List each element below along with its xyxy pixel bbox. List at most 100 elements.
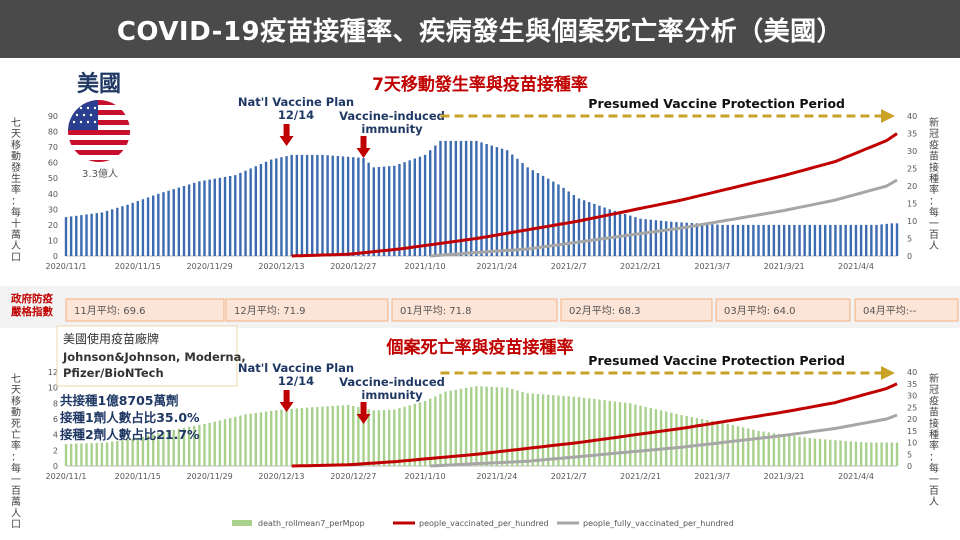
y-right-tick-label: 10: [907, 217, 917, 226]
bar: [357, 407, 360, 466]
bar: [141, 199, 145, 256]
bar: [690, 223, 694, 256]
bar: [557, 395, 560, 466]
strictness-index-band: 政府防疫嚴格指數 11月平均: 69.6 12月平均: 71.9 01月平均: 71.…: [0, 286, 960, 328]
bar: [116, 440, 119, 466]
bar: [295, 408, 299, 466]
bar: [187, 426, 191, 466]
bar: [552, 395, 555, 466]
bar: [762, 431, 765, 466]
bar: [464, 140, 468, 256]
bar: [449, 140, 452, 256]
y-right-tick-label: 25: [907, 403, 917, 412]
bar: [393, 165, 396, 256]
bar: [859, 224, 863, 256]
bar: [116, 207, 119, 256]
bar: [844, 224, 847, 256]
bar: [598, 399, 601, 466]
bar: [721, 224, 724, 256]
bar: [654, 409, 658, 466]
bar: [377, 166, 381, 256]
bar: [157, 193, 160, 256]
bar: [505, 387, 509, 466]
bar: [346, 404, 350, 466]
bar: [80, 443, 83, 466]
total-doses: 共接種1億8705萬劑: [60, 393, 179, 408]
bar: [546, 394, 550, 466]
country-name: 美國: [77, 71, 121, 97]
series-line-people_vaccinated_per_hundred: [291, 132, 898, 258]
bar: [598, 205, 601, 256]
bar: [490, 386, 493, 466]
bar: [572, 396, 576, 466]
bar: [454, 140, 458, 256]
bar: [875, 224, 878, 256]
bar: [264, 161, 268, 256]
y-right-tick-label: 15: [907, 200, 917, 209]
bar: [336, 405, 340, 466]
chart-incidence: 7天移動發生率與疫苗接種率 0 10 20 30 40 50 60 70 80 90 0 5 10 15 20…: [11, 74, 939, 294]
bar: [593, 398, 596, 466]
bar: [659, 410, 663, 466]
bar: [377, 410, 381, 466]
bar: [829, 224, 832, 256]
bar: [321, 406, 324, 466]
bar: [131, 202, 134, 256]
bar: [403, 406, 406, 466]
bar: [254, 166, 257, 256]
bar: [316, 406, 319, 466]
bar: [352, 406, 355, 466]
x-tick-label: 2021/2/21: [620, 472, 661, 481]
bar: [64, 217, 68, 256]
bar: [213, 421, 216, 466]
bar: [239, 415, 242, 466]
bar: [408, 405, 411, 466]
bar: [480, 386, 483, 466]
bar: [700, 419, 704, 466]
bar: [711, 224, 714, 256]
bar: [444, 391, 447, 466]
bar: [490, 145, 493, 256]
bar: [803, 224, 806, 256]
bar: [480, 142, 483, 256]
page-title: COVID-19疫苗接種率、疾病發生與個案死亡率分析（美國）: [116, 16, 844, 47]
bar: [162, 192, 165, 256]
x-tick-label: 2020/12/27: [330, 472, 376, 481]
bar: [167, 190, 170, 256]
bar: [95, 442, 98, 466]
bar: [880, 442, 883, 466]
bar: [895, 442, 899, 466]
bar: [193, 425, 196, 466]
x-tick-label: 2020/11/1: [45, 472, 86, 481]
y-left-axis-label: 七天移動發生率：每十萬人口: [11, 117, 21, 263]
bar: [249, 168, 252, 256]
bar: [823, 224, 827, 256]
bar: [203, 423, 206, 466]
bar: [618, 402, 622, 466]
bar: [613, 210, 617, 256]
y-left-tick-label: 70: [48, 143, 58, 152]
bar: [372, 410, 375, 466]
bar: [808, 224, 811, 256]
y-right-tick-label: 0: [907, 462, 912, 471]
y-right-tick-label: 25: [907, 165, 917, 174]
series-line-people_fully_vaccinated_per_hundred: [430, 413, 898, 468]
bar: [521, 163, 524, 256]
strictness-label: 政府防疫嚴格指數: [10, 292, 53, 318]
bar: [557, 184, 560, 256]
bar: [259, 164, 263, 256]
bar: [311, 407, 314, 466]
bar: [613, 401, 617, 466]
bar: [454, 389, 458, 466]
vaccine-brands-box: 美國使用疫苗廠牌 Johnson&Johnson, Moderna, Pfizer…: [56, 325, 246, 387]
bar: [870, 224, 873, 256]
bar: [495, 387, 499, 466]
bar: [634, 217, 637, 256]
bar: [398, 163, 401, 256]
x-tick-label: 2020/12/13: [258, 472, 304, 481]
annotation-vaccine-immunity: Vaccine-induced immunity: [339, 109, 445, 136]
brands-list: Johnson&Johnson, Moderna, Pfizer/BioNTech: [62, 350, 246, 380]
bar: [95, 213, 98, 256]
bar: [141, 437, 145, 466]
bar: [218, 177, 222, 256]
